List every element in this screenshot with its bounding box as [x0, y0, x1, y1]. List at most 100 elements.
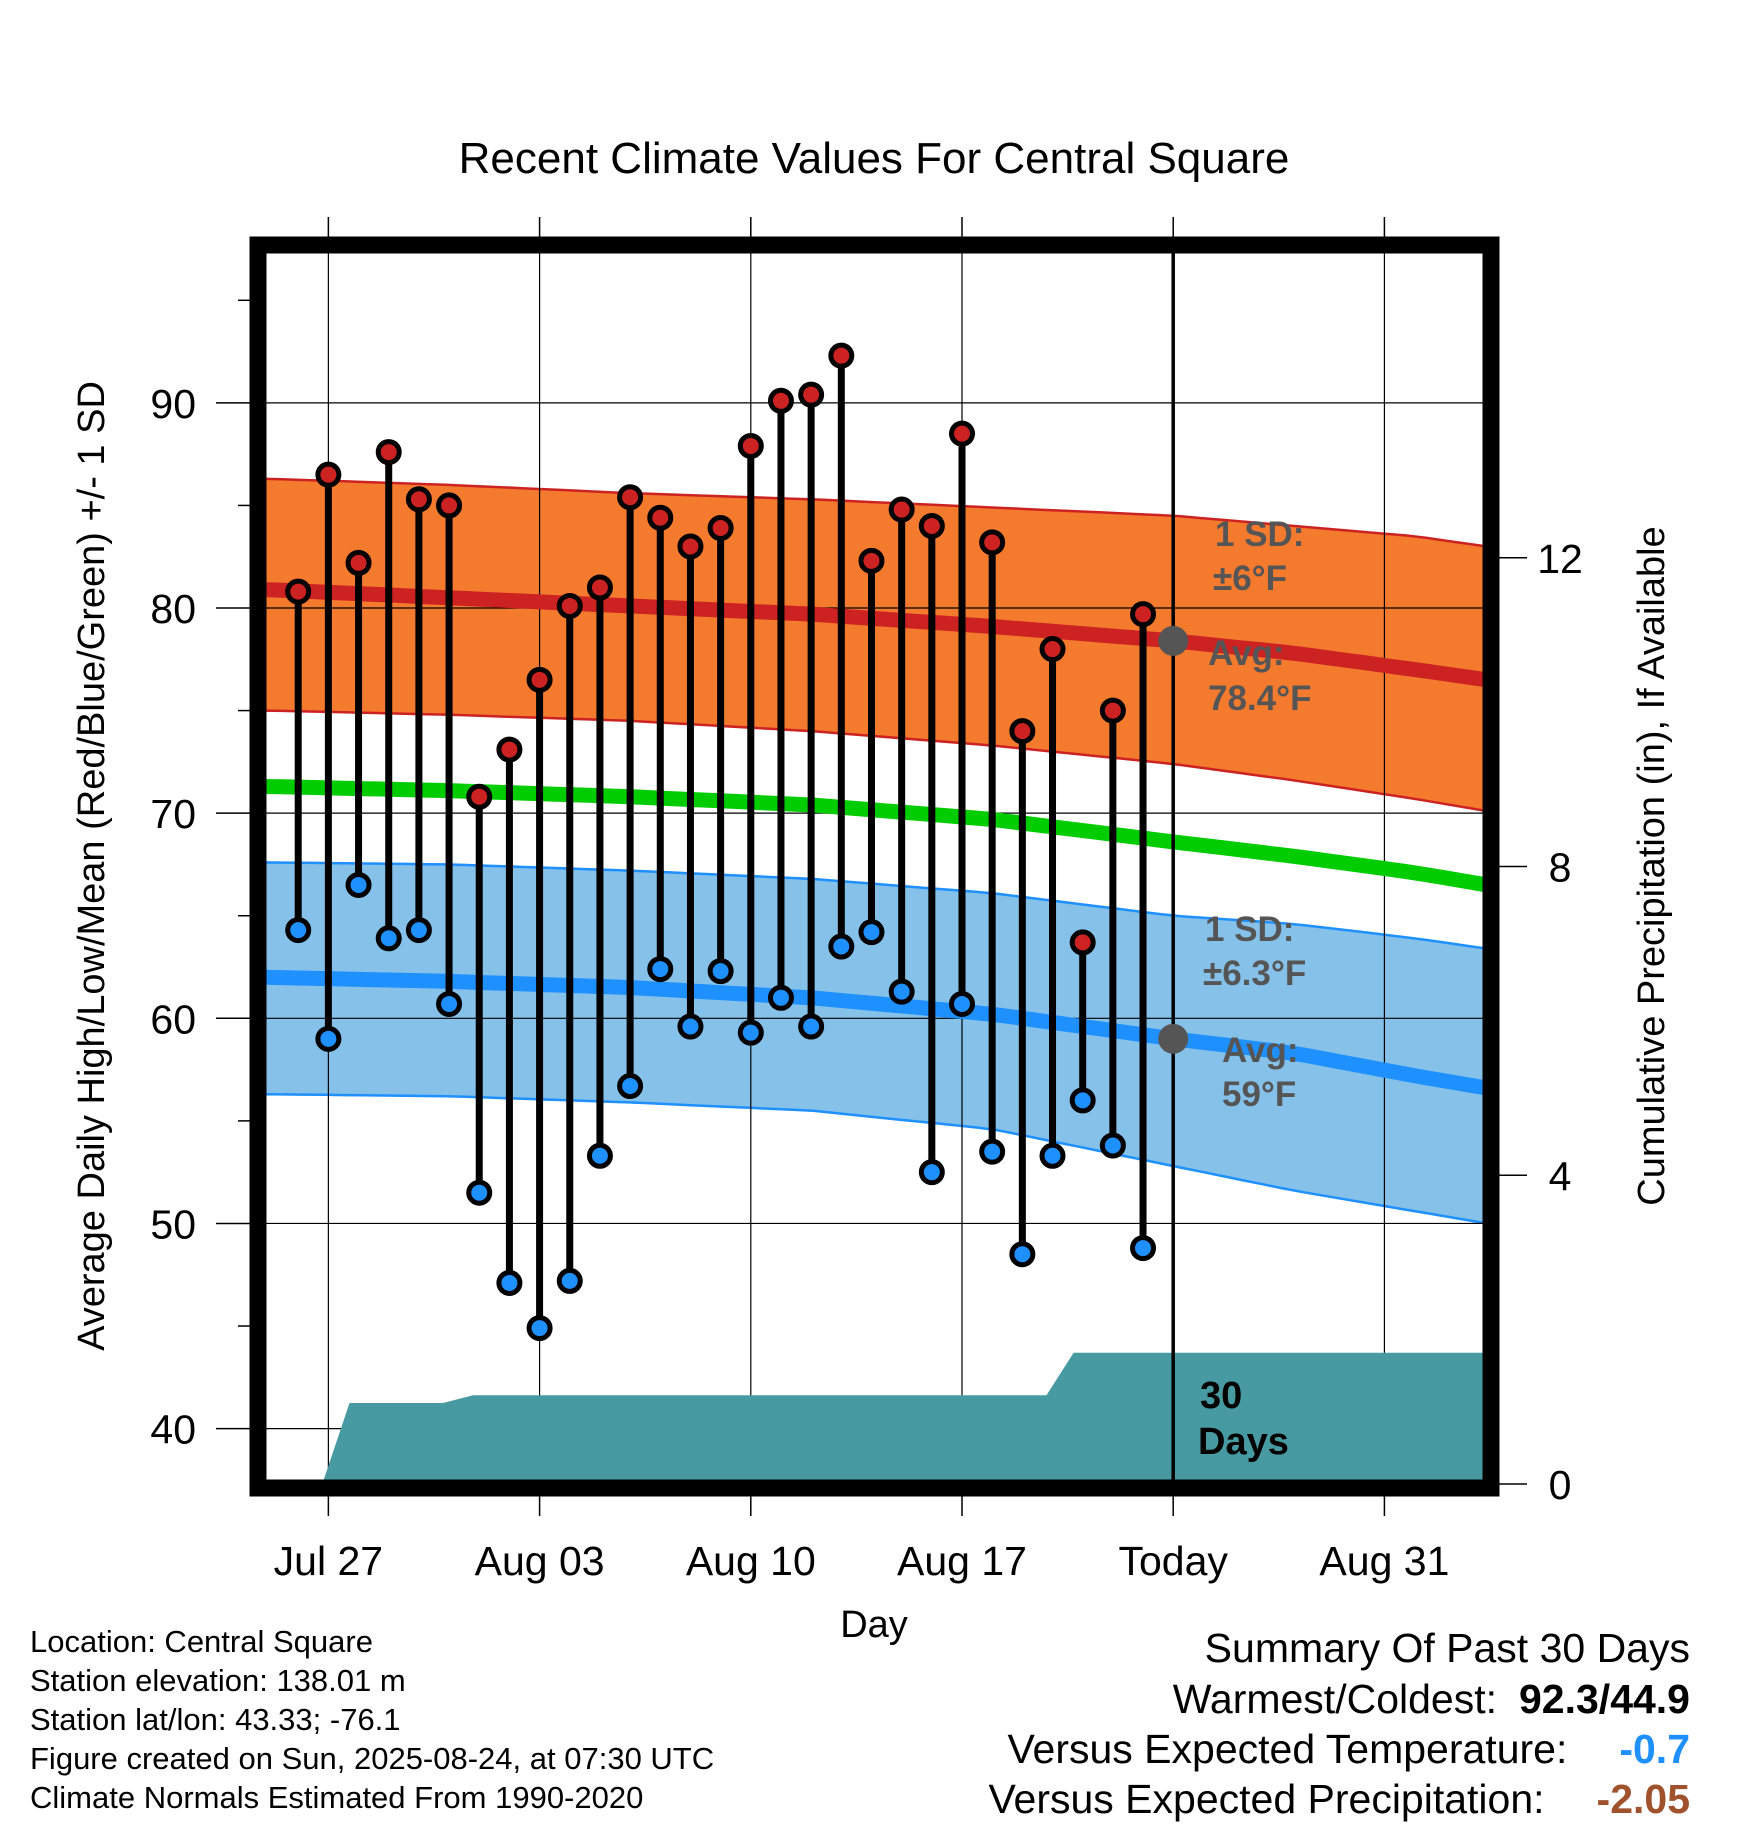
days-label-2: Days	[1198, 1421, 1289, 1463]
y2-tick-label-1: 4	[1549, 1153, 1572, 1199]
low-point	[617, 1073, 644, 1100]
high-point	[586, 574, 613, 601]
x-tick-label-0: Jul 27	[274, 1538, 383, 1584]
high-point	[1099, 697, 1126, 724]
high-point	[767, 387, 794, 414]
high-point	[526, 666, 553, 693]
plot-border	[249, 236, 1500, 1497]
avg-high-marker	[1158, 625, 1189, 656]
y2-axis-label: Cumulative Precipitation (in), If Availa…	[1631, 526, 1673, 1205]
low-point	[526, 1315, 553, 1342]
avg-low-label-1: Avg:	[1222, 1031, 1298, 1070]
high-point	[436, 492, 463, 519]
x-tick-label-5: Aug 31	[1319, 1538, 1449, 1584]
daily-points	[285, 342, 1157, 1342]
low-point	[798, 1013, 825, 1040]
y-axis-label: Average Daily High/Low/Mean (Red/Blue/Gr…	[71, 381, 113, 1351]
temp-value: -0.7	[1619, 1726, 1690, 1772]
temp-label: Versus Expected Temperature:	[1007, 1726, 1568, 1772]
precip-fill	[268, 1352, 1487, 1484]
precip-value: -2.05	[1596, 1776, 1690, 1822]
low-point	[677, 1013, 704, 1040]
summary-precip: Versus Expected Precipitation: -2.05	[988, 1774, 1690, 1824]
low-point	[737, 1019, 764, 1046]
summary-panel: Summary Of Past 30 Days Warmest/Coldest:…	[988, 1622, 1690, 1824]
plot-frame	[249, 236, 1500, 1497]
axis-ticks: Jul 27 Aug 03 Aug 10 Aug 17 Today Aug 3140506…	[150, 217, 1583, 1584]
low-point	[707, 958, 734, 985]
high-point	[285, 578, 312, 605]
sd-band-upper-edge-0	[261, 477, 1488, 548]
y-tick-label-4: 80	[150, 586, 196, 632]
high-point	[617, 484, 644, 511]
precip-label: Versus Expected Precipitation:	[988, 1776, 1545, 1822]
y-tick-label-0: 40	[150, 1407, 196, 1453]
low-sd-label-2: ±6.3°F	[1203, 954, 1306, 993]
high-point	[556, 592, 583, 619]
low-sd-label-1: 1 SD:	[1205, 910, 1294, 949]
daily-stems	[294, 355, 1147, 1329]
high-point	[798, 381, 825, 408]
high-point	[496, 736, 523, 763]
chart-title: Recent Climate Values For Central Square	[459, 134, 1290, 183]
high-point	[918, 512, 945, 539]
normal-line-1	[261, 969, 1489, 1096]
low-point	[436, 990, 463, 1017]
avg-high-label-1: Avg:	[1208, 634, 1284, 673]
created-text: Figure created on Sun, 2025-08-24, at 07…	[30, 1741, 715, 1776]
high-point	[466, 783, 493, 810]
low-point	[979, 1138, 1006, 1165]
high-point	[949, 420, 975, 447]
avg-high-label-2: 78.4°F	[1208, 679, 1312, 718]
high-point	[737, 432, 764, 459]
warm-cold-value: 92.3/44.9	[1519, 1676, 1690, 1722]
low-point	[1099, 1132, 1126, 1159]
summary-title: Summary Of Past 30 Days	[1204, 1625, 1690, 1671]
high-point	[858, 547, 885, 574]
location-text: Location: Central Square	[30, 1624, 373, 1659]
low-point	[918, 1159, 945, 1186]
low-point	[949, 990, 975, 1017]
high-point	[405, 486, 432, 513]
high-point	[979, 529, 1006, 556]
avg-low-marker	[1158, 1023, 1189, 1054]
low-point	[285, 917, 312, 944]
high-point	[315, 461, 342, 488]
summary-warm-cold: Warmest/Coldest: 92.3/44.9	[988, 1674, 1690, 1724]
x-tick-label-2: Aug 10	[686, 1538, 816, 1584]
high-point	[828, 342, 855, 369]
y2-tick-label-3: 12	[1537, 536, 1583, 582]
low-point	[345, 871, 372, 898]
high-point	[1039, 636, 1066, 663]
x-tick-label-1: Aug 03	[475, 1538, 605, 1584]
station-metadata: Location: Central Square Station elevati…	[30, 1622, 714, 1817]
high-point	[1069, 929, 1096, 956]
low-point	[1069, 1087, 1096, 1114]
low-point	[1039, 1142, 1066, 1169]
low-point	[647, 956, 674, 983]
low-point	[888, 978, 915, 1005]
x-tick-label-3: Aug 17	[897, 1538, 1027, 1584]
high-point	[345, 549, 372, 576]
high-point	[707, 515, 734, 542]
high-point	[677, 533, 704, 560]
low-point	[767, 984, 794, 1011]
low-point	[556, 1267, 583, 1294]
sd-band-lower-edge-1	[261, 1092, 1488, 1225]
low-point	[1130, 1235, 1157, 1262]
y2-tick-label-2: 8	[1549, 845, 1572, 891]
y2-tick-label-0: 0	[1549, 1462, 1572, 1508]
y-tick-label-5: 90	[150, 381, 196, 427]
latlon-text: Station lat/lon: 43.33; -76.1	[30, 1702, 401, 1737]
y-tick-label-3: 70	[150, 791, 196, 837]
x-tick-label-4: Today	[1118, 1538, 1228, 1584]
low-point	[315, 1025, 342, 1052]
low-point	[466, 1179, 493, 1206]
chart-annotations: Avg: 78.4°F Avg: 59°F 1 SD: ±6°F 1 SD: ±6.3°F 30…	[1158, 515, 1312, 1463]
high-point	[888, 496, 915, 523]
low-point	[858, 919, 885, 946]
low-point	[496, 1269, 523, 1296]
precip-area	[268, 1352, 1487, 1484]
low-point	[375, 925, 402, 952]
